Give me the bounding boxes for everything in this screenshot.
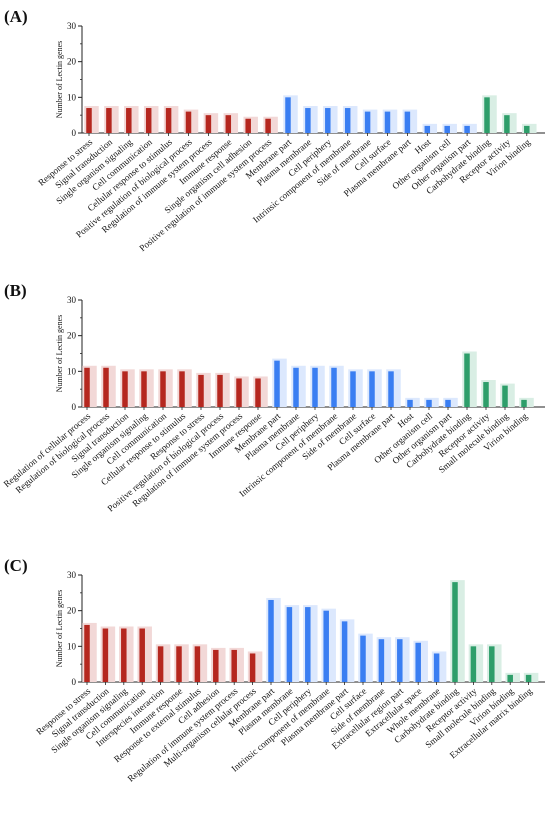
bar xyxy=(122,371,128,407)
y-tick-label: 0 xyxy=(72,677,77,687)
bar xyxy=(268,599,274,682)
y-axis-label: Number of Lectin genes xyxy=(55,41,64,119)
bar xyxy=(388,371,394,407)
bar xyxy=(404,111,411,133)
panel-label: (A) xyxy=(4,7,28,26)
bar xyxy=(285,97,291,133)
bar xyxy=(464,353,470,407)
bar xyxy=(236,378,242,407)
bar xyxy=(397,639,403,682)
bar xyxy=(504,115,510,133)
bar xyxy=(344,108,351,133)
bar xyxy=(305,108,311,133)
bar xyxy=(426,399,432,407)
bar xyxy=(126,108,132,133)
bar xyxy=(286,607,293,682)
bar xyxy=(84,367,90,407)
bar xyxy=(415,642,421,682)
bar xyxy=(84,624,90,682)
y-tick-label: 20 xyxy=(67,57,77,67)
bar xyxy=(145,108,152,133)
bar xyxy=(350,371,356,407)
bar xyxy=(245,118,251,133)
bar xyxy=(483,382,489,407)
y-tick-label: 30 xyxy=(67,295,77,305)
bar xyxy=(452,582,458,682)
bar xyxy=(507,674,513,682)
bar xyxy=(225,115,232,133)
bar xyxy=(470,646,477,682)
bar xyxy=(265,118,271,133)
y-tick-label: 20 xyxy=(67,606,77,616)
bar xyxy=(524,125,530,133)
bar xyxy=(369,371,375,407)
y-tick-label: 10 xyxy=(67,92,77,102)
bar xyxy=(217,374,223,407)
bar xyxy=(384,111,391,133)
bar xyxy=(444,125,450,133)
bar xyxy=(213,649,219,682)
bar xyxy=(255,378,261,407)
bar xyxy=(231,649,237,682)
bar xyxy=(521,399,527,407)
bar xyxy=(407,399,413,407)
bar xyxy=(445,399,451,407)
bar xyxy=(293,367,299,407)
bar xyxy=(103,367,109,407)
bar xyxy=(489,646,495,682)
bar xyxy=(106,108,112,133)
bar xyxy=(249,653,256,682)
bar xyxy=(102,628,109,682)
bar xyxy=(160,371,166,407)
bar xyxy=(484,97,490,133)
bar xyxy=(502,385,508,407)
y-tick-label: 10 xyxy=(67,641,77,651)
bar xyxy=(525,674,532,682)
bar xyxy=(185,111,192,133)
bar xyxy=(464,125,470,133)
bar xyxy=(433,653,440,682)
y-tick-label: 30 xyxy=(67,21,77,31)
bar xyxy=(194,646,201,682)
y-tick-label: 20 xyxy=(67,331,77,341)
y-axis-label: Number of Lectin genes xyxy=(55,590,64,668)
bar xyxy=(198,374,204,407)
bar xyxy=(378,639,385,682)
bar xyxy=(323,610,329,682)
panel-label: (B) xyxy=(4,281,27,300)
bar xyxy=(325,108,331,133)
bar xyxy=(176,646,182,682)
bar xyxy=(121,628,127,682)
bar xyxy=(165,108,172,133)
bar xyxy=(305,607,311,682)
bar xyxy=(274,360,280,407)
panel-label: (C) xyxy=(4,556,28,575)
bar xyxy=(341,621,348,682)
bar xyxy=(364,111,371,133)
bar xyxy=(205,115,212,133)
bar xyxy=(331,367,337,407)
bar xyxy=(360,635,366,682)
bar xyxy=(141,371,147,407)
bar xyxy=(157,646,164,682)
y-tick-label: 30 xyxy=(67,570,77,580)
bar xyxy=(312,367,318,407)
bar xyxy=(424,125,431,133)
bar xyxy=(179,371,185,407)
y-tick-label: 10 xyxy=(67,366,77,376)
y-tick-label: 0 xyxy=(72,402,77,412)
bar xyxy=(86,108,92,133)
y-axis-label: Number of Lectin genes xyxy=(55,315,64,393)
bar xyxy=(139,628,145,682)
y-tick-label: 0 xyxy=(72,128,77,138)
